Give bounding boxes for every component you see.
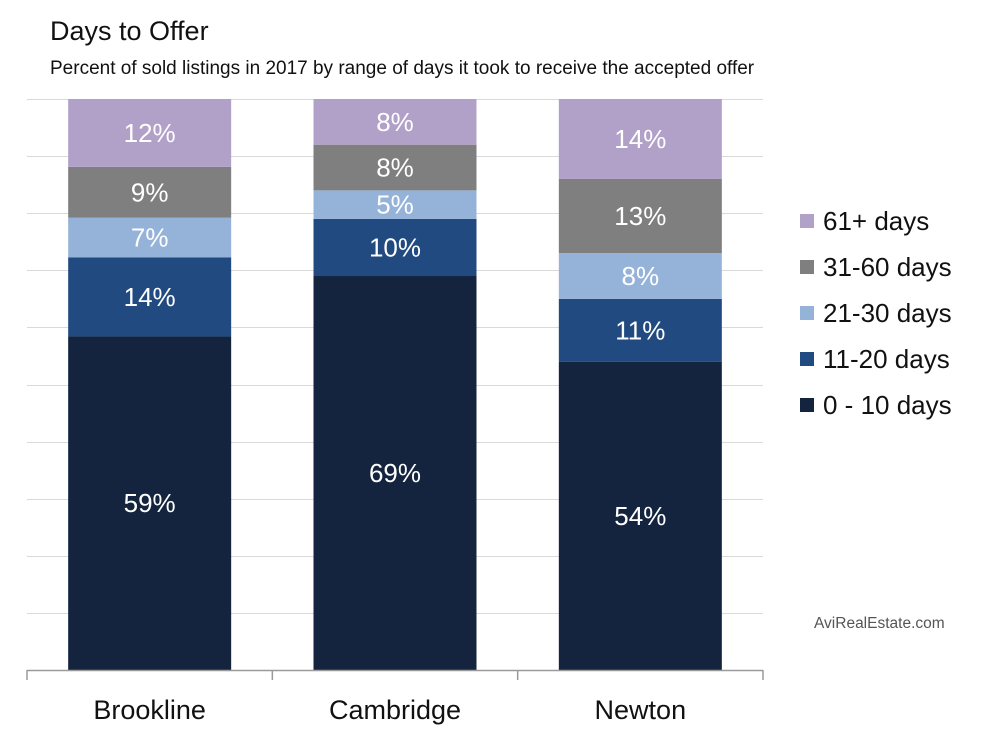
chart-legend: 61+ days 31-60 days 21-30 days 11-20 days 0 … <box>800 198 952 428</box>
data-label: 9% <box>131 177 169 207</box>
bar-segment <box>558 99 722 179</box>
data-label: 12% <box>124 118 176 148</box>
bar-segment <box>313 276 477 670</box>
watermark: AviRealEstate.com <box>814 615 945 632</box>
legend-swatch <box>800 398 814 412</box>
legend-label: 0 - 10 days <box>823 389 952 420</box>
legend-label: 21-30 days <box>823 297 952 328</box>
bar-segment <box>558 253 722 299</box>
data-label: 11% <box>615 315 665 345</box>
data-label: 10% <box>369 232 421 262</box>
legend-item: 0 - 10 days <box>800 382 952 428</box>
legend-item: 31-60 days <box>800 244 952 290</box>
data-label: 14% <box>124 282 176 312</box>
legend-label: 11-20 days <box>823 343 950 374</box>
data-label: 8% <box>376 153 414 183</box>
bar-segment <box>68 99 232 167</box>
legend-swatch <box>800 214 814 228</box>
legend-item: 61+ days <box>800 198 952 244</box>
data-label: 54% <box>614 501 666 531</box>
chart-subtitle: Percent of sold listings in 2017 by rang… <box>50 58 755 79</box>
legend-swatch <box>800 260 814 274</box>
bar-segment <box>558 361 722 670</box>
legend-swatch <box>800 352 814 366</box>
data-label: 13% <box>614 201 666 231</box>
data-label: 8% <box>376 107 414 137</box>
bar-segment <box>68 166 232 218</box>
bar-segment <box>68 336 232 670</box>
chart-title: Days to Offer <box>50 16 209 46</box>
legend-label: 31-60 days <box>823 251 952 282</box>
legend-item: 11-20 days <box>800 336 952 382</box>
bar-segment <box>313 99 477 145</box>
legend-item: 21-30 days <box>800 290 952 336</box>
data-label: 5% <box>376 190 414 220</box>
bar-segment <box>68 257 232 337</box>
bar-segment <box>313 190 477 219</box>
data-label: 14% <box>614 124 666 154</box>
data-label: 59% <box>124 488 176 518</box>
x-tick-label: Newton <box>595 695 687 725</box>
x-tick-label: Cambridge <box>329 695 461 725</box>
x-tick-label: Brookline <box>93 695 206 725</box>
bar-segment <box>558 178 722 254</box>
bar-segment <box>68 217 232 258</box>
bar-segment <box>313 144 477 191</box>
data-label: 8% <box>622 261 660 291</box>
data-label: 69% <box>369 458 421 488</box>
bar-segment <box>313 218 477 277</box>
legend-swatch <box>800 306 814 320</box>
data-label: 7% <box>131 223 169 253</box>
bar-segment <box>558 298 722 362</box>
legend-label: 61+ days <box>823 205 930 236</box>
